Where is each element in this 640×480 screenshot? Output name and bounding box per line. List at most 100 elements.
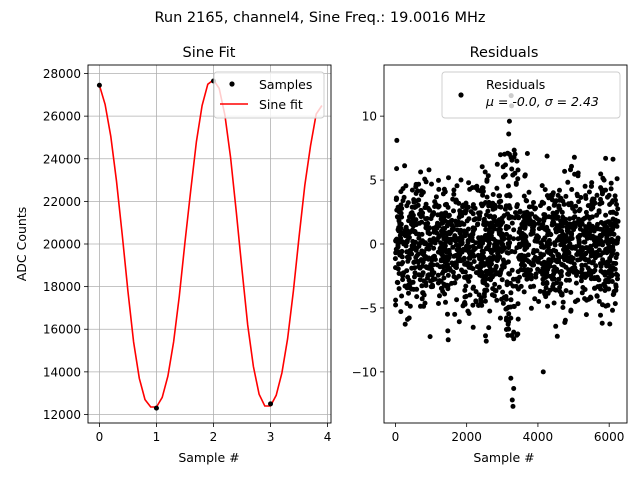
- residual-point: [489, 268, 495, 274]
- residual-point: [568, 289, 574, 295]
- residual-point: [568, 202, 574, 208]
- residual-point: [444, 201, 449, 207]
- residual-point: [411, 199, 417, 205]
- residual-point: [522, 247, 528, 252]
- residual-point: [544, 224, 550, 230]
- legend-samples-marker: [229, 81, 235, 87]
- residual-point: [569, 187, 575, 192]
- residual-point: [440, 226, 446, 232]
- residual-point: [598, 171, 604, 177]
- residual-point: [453, 275, 459, 281]
- residual-point: [514, 204, 520, 210]
- sine-fit-xtick-label: 2: [210, 430, 218, 444]
- residual-point: [396, 250, 402, 256]
- residual-point: [441, 236, 447, 242]
- residual-point: [416, 272, 422, 278]
- residual-point: [607, 321, 613, 327]
- residual-point: [476, 239, 482, 245]
- residual-point: [451, 253, 457, 259]
- residual-point: [598, 264, 604, 269]
- residual-point: [460, 269, 466, 275]
- residual-point: [486, 231, 492, 237]
- residual-point: [508, 297, 514, 303]
- legend-residuals-label: Residuals: [486, 77, 545, 92]
- residual-point: [418, 207, 424, 213]
- residual-outlier-point: [540, 369, 546, 375]
- residual-point: [436, 203, 442, 209]
- residuals-legend-box: [441, 71, 621, 119]
- residual-point: [592, 285, 597, 291]
- residual-point: [420, 290, 426, 296]
- residual-point: [542, 212, 548, 218]
- residual-point: [457, 238, 463, 244]
- residual-point: [413, 181, 419, 187]
- residual-point: [515, 301, 521, 307]
- residual-point: [405, 200, 411, 206]
- residual-point: [458, 177, 464, 183]
- sine-fit-xtick-label: 0: [96, 430, 104, 444]
- residual-point: [410, 238, 416, 244]
- residual-point: [507, 234, 513, 240]
- residual-point: [451, 208, 456, 214]
- residual-point: [457, 230, 463, 236]
- residual-point: [536, 234, 541, 240]
- residual-point: [572, 299, 578, 305]
- residual-point: [395, 244, 401, 250]
- residual-point: [569, 245, 574, 250]
- residual-point: [511, 154, 517, 160]
- residual-point: [566, 267, 572, 273]
- residual-point: [556, 226, 562, 232]
- residual-point: [415, 202, 421, 208]
- residual-point: [598, 286, 604, 292]
- residual-point: [606, 243, 612, 249]
- residuals-ytick-label: −10: [352, 365, 377, 379]
- residual-point: [586, 248, 592, 254]
- residual-point: [611, 291, 617, 297]
- residual-point: [526, 189, 532, 195]
- residual-point: [462, 287, 468, 293]
- residual-point: [563, 193, 569, 199]
- residual-point: [546, 206, 552, 211]
- residual-point: [465, 204, 471, 210]
- sine-fit-title: Sine Fit: [183, 45, 236, 61]
- residual-point: [521, 193, 527, 199]
- residual-point: [480, 280, 486, 285]
- residual-point: [596, 247, 602, 253]
- residual-point: [455, 252, 461, 257]
- residual-point: [422, 240, 428, 246]
- residual-point: [543, 275, 549, 280]
- residual-point: [582, 215, 588, 221]
- residual-point: [462, 294, 468, 300]
- residual-point: [537, 288, 543, 294]
- residual-point: [492, 281, 498, 287]
- residual-point: [596, 298, 602, 304]
- figure-suptitle: Run 2165, channel4, Sine Freq.: 19.0016 …: [154, 10, 485, 26]
- residual-point: [409, 221, 414, 227]
- residual-point: [603, 220, 609, 226]
- sine-fit-xtick-label: 1: [153, 430, 161, 444]
- residual-point: [505, 332, 511, 338]
- residual-point: [597, 226, 603, 232]
- residual-point: [470, 248, 476, 253]
- residual-point: [498, 204, 504, 210]
- residual-point: [513, 181, 519, 187]
- residual-point: [488, 225, 494, 230]
- residual-point: [400, 198, 406, 204]
- residual-point: [576, 208, 582, 214]
- residual-point: [480, 250, 486, 255]
- residual-point: [587, 214, 593, 220]
- residual-point: [497, 226, 502, 232]
- residual-point: [440, 270, 445, 276]
- residual-point: [610, 198, 616, 204]
- residual-point: [557, 187, 562, 193]
- residual-point: [586, 225, 592, 231]
- residual-point: [497, 254, 503, 260]
- residual-point: [482, 298, 488, 304]
- residual-point: [553, 248, 559, 254]
- residual-point: [523, 210, 529, 216]
- residual-point: [450, 196, 456, 202]
- residual-point: [583, 312, 589, 318]
- residual-point: [562, 168, 568, 174]
- residual-point: [557, 284, 563, 290]
- residual-point: [468, 236, 474, 242]
